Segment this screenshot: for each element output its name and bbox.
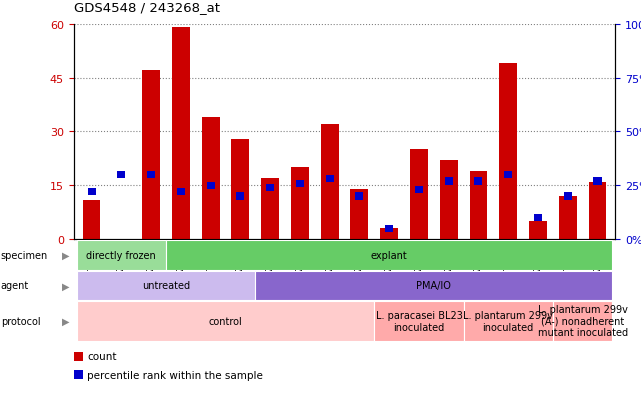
Text: ▶: ▶ xyxy=(62,281,69,291)
Bar xyxy=(255,271,612,301)
Bar xyxy=(326,176,334,183)
Text: protocol: protocol xyxy=(1,316,40,326)
Bar xyxy=(351,190,369,240)
Bar xyxy=(74,352,83,361)
Text: specimen: specimen xyxy=(1,250,48,260)
Text: count: count xyxy=(87,351,117,361)
Text: PMA/IO: PMA/IO xyxy=(417,281,451,291)
Bar xyxy=(296,180,304,187)
Bar xyxy=(474,178,483,185)
Text: control: control xyxy=(208,316,242,326)
Text: directly frozen: directly frozen xyxy=(87,250,156,260)
Bar xyxy=(504,171,512,179)
Text: L. paracasei BL23
inoculated: L. paracasei BL23 inoculated xyxy=(376,310,462,332)
Bar xyxy=(147,171,155,179)
Bar xyxy=(440,161,458,240)
Bar xyxy=(445,178,453,185)
Bar xyxy=(415,187,423,194)
Bar xyxy=(231,139,249,240)
Bar xyxy=(88,189,96,196)
Bar xyxy=(142,71,160,240)
Bar xyxy=(74,370,83,380)
Bar xyxy=(410,150,428,240)
Bar xyxy=(499,64,517,240)
Bar xyxy=(77,240,166,270)
Bar xyxy=(237,193,244,200)
Text: percentile rank within the sample: percentile rank within the sample xyxy=(87,370,263,380)
Bar xyxy=(553,301,612,341)
Bar xyxy=(172,28,190,240)
Text: ▶: ▶ xyxy=(62,250,69,260)
Bar xyxy=(380,229,398,240)
Bar xyxy=(563,193,572,200)
Bar xyxy=(469,171,487,240)
Bar xyxy=(262,179,279,240)
Bar xyxy=(534,214,542,222)
Bar xyxy=(529,222,547,240)
Bar xyxy=(266,185,274,192)
Text: untreated: untreated xyxy=(142,281,190,291)
Text: explant: explant xyxy=(370,250,408,260)
Bar xyxy=(117,171,126,179)
Text: L. plantarum 299v
inoculated: L. plantarum 299v inoculated xyxy=(463,310,553,332)
Bar xyxy=(374,301,463,341)
Bar xyxy=(320,125,338,240)
Bar xyxy=(355,193,363,200)
Text: GDS4548 / 243268_at: GDS4548 / 243268_at xyxy=(74,2,220,14)
Bar xyxy=(559,197,577,240)
Bar xyxy=(385,225,393,233)
Text: ▶: ▶ xyxy=(62,316,69,326)
Bar xyxy=(177,189,185,196)
Bar xyxy=(77,271,255,301)
Bar xyxy=(77,301,374,341)
Text: L. plantarum 299v
(A-) nonadherent
mutant inoculated: L. plantarum 299v (A-) nonadherent mutan… xyxy=(538,304,628,338)
Bar xyxy=(202,118,219,240)
Bar xyxy=(594,178,601,185)
Bar xyxy=(83,200,101,240)
Bar xyxy=(588,182,606,240)
Bar xyxy=(206,182,215,190)
Bar xyxy=(291,168,309,240)
Text: agent: agent xyxy=(1,281,29,291)
Bar xyxy=(463,301,553,341)
Bar xyxy=(166,240,612,270)
